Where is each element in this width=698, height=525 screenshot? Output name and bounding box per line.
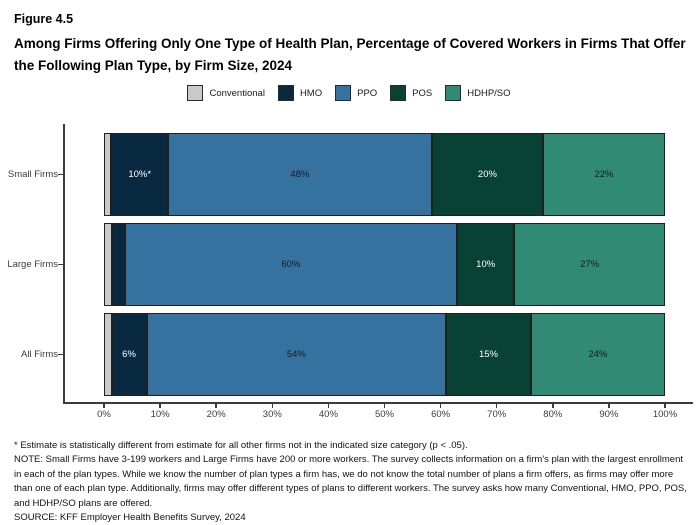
- bar-segment-label: 27%: [580, 259, 600, 270]
- y-axis-label: Small Firms: [7, 168, 58, 180]
- y-axis-label: All Firms: [21, 348, 58, 360]
- x-axis-tick: [495, 403, 498, 408]
- legend-label: PPO: [357, 87, 378, 99]
- bar-segment-label: 10%: [476, 259, 496, 270]
- x-axis-tick: [215, 403, 217, 408]
- bar-segment-label: 10%*: [128, 169, 152, 180]
- x-axis-tick: [271, 403, 274, 408]
- bar-segment: 10%*: [111, 133, 168, 216]
- bar-segment: [111, 223, 125, 306]
- x-axis-tick: [439, 403, 442, 408]
- plot-area: Small Firms 10%* 48% 20% 22% Large Firms 60% 10…: [7, 124, 693, 420]
- x-axis-tick-label: 80%: [543, 409, 563, 420]
- legend-label: POS: [412, 87, 433, 99]
- bar-segment-label: 6%: [122, 349, 136, 360]
- bar-segment-label: 24%: [588, 349, 608, 360]
- x-axis-tick-label: 60%: [431, 409, 451, 420]
- bar-segment: 10%: [457, 223, 515, 306]
- x-axis-tick: [159, 403, 161, 408]
- y-axis-tick: [58, 263, 63, 265]
- legend-swatch-icon: [335, 85, 352, 101]
- bar-segment-label: 60%: [281, 259, 301, 270]
- legend-item: Conventional: [187, 85, 265, 101]
- x-axis-tick: [608, 403, 610, 408]
- legend-item: POS: [390, 85, 432, 101]
- x-axis-tick-label: 100%: [652, 409, 678, 420]
- y-axis-label: Large Firms: [7, 258, 58, 270]
- bar-segment: 60%: [124, 223, 458, 306]
- legend-label: HDHP/SO: [467, 87, 511, 99]
- legend-label: HMO: [299, 87, 323, 99]
- bar-row: 60% 10% 27%: [104, 223, 665, 306]
- legend-item: PPO: [335, 85, 377, 101]
- bar-segment-label: 22%: [594, 169, 614, 180]
- bar-segment: 15%: [446, 313, 531, 396]
- figure-title: Among Firms Offering Only One Type of He…: [14, 36, 686, 73]
- figure-number: Figure 4.5: [14, 12, 74, 26]
- legend-swatch-icon: [390, 85, 407, 101]
- x-axis-tick: [383, 403, 386, 408]
- legend-swatch-icon: [445, 85, 462, 101]
- legend: Conventional HMO PPO POS HDHP/SO: [0, 85, 698, 101]
- x-axis-tick-label: 20%: [206, 409, 226, 420]
- footnote-source: SOURCE: KFF Employer Health Benefits Sur…: [14, 512, 246, 524]
- x-axis-tick: [327, 403, 330, 408]
- bar-segment-label: 48%: [290, 169, 310, 180]
- x-axis-tick-label: 0%: [97, 409, 111, 420]
- x-axis-tick: [664, 403, 666, 408]
- bar-segment: 54%: [146, 313, 447, 396]
- bar-segment: [104, 223, 112, 306]
- x-axis-tick-label: 40%: [318, 409, 338, 420]
- bar-segment: [104, 313, 112, 396]
- y-axis-tick: [58, 173, 63, 175]
- legend-item: HDHP/SO: [445, 85, 511, 101]
- bar-segment-label: 54%: [286, 349, 306, 360]
- bar-segment-label: 20%: [477, 169, 497, 180]
- legend-label: Conventional: [209, 87, 265, 99]
- bar-row: 10%* 48% 20% 22%: [104, 133, 665, 216]
- x-axis-tick-label: 30%: [262, 409, 282, 420]
- bar-segment: 24%: [530, 313, 666, 396]
- bar-row: 6% 54% 15% 24%: [104, 313, 666, 396]
- bar-segment: [104, 133, 112, 216]
- bar-segment: 27%: [514, 223, 665, 306]
- footnote-note: NOTE: Small Firms have 3-199 workers and…: [14, 454, 687, 509]
- bar-segment: 6%: [111, 313, 147, 396]
- legend-swatch-icon: [187, 85, 204, 101]
- footnotes: * Estimate is statistically different fr…: [14, 439, 692, 525]
- x-axis-tick: [552, 403, 554, 408]
- x-axis-tick-label: 50%: [374, 409, 394, 420]
- footnote-asterisk: * Estimate is statistically different fr…: [14, 440, 468, 451]
- bar-segment: 22%: [542, 133, 665, 216]
- x-axis-tick-label: 70%: [487, 409, 507, 420]
- bar-segment-label: 15%: [478, 349, 498, 360]
- legend-item: HMO: [277, 85, 323, 101]
- bar-segment: 20%: [431, 133, 543, 216]
- x-axis-tick: [103, 403, 105, 408]
- legend-swatch-icon: [277, 85, 294, 101]
- bar-segment: 48%: [168, 133, 432, 216]
- y-axis-tick: [58, 353, 63, 355]
- x-axis-tick-label: 90%: [599, 409, 619, 420]
- x-axis-tick-label: 10%: [150, 409, 170, 420]
